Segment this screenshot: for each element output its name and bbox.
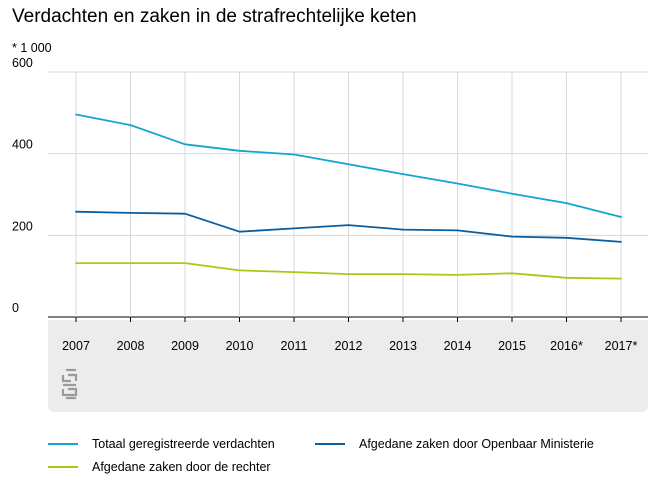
legend-swatch-openbaar-ministerie bbox=[315, 443, 345, 445]
legend-label-openbaar-ministerie: Afgedane zaken door Openbaar Ministerie bbox=[359, 437, 594, 451]
x-tick-label-4: 2011 bbox=[281, 339, 308, 353]
y-tick-label-0: 0 bbox=[12, 301, 19, 315]
legend-swatch-verdachten bbox=[48, 443, 78, 445]
x-tick-label-8: 2015 bbox=[498, 339, 526, 353]
y-tick-label-200: 200 bbox=[12, 219, 33, 233]
y-tick-label-600: 600 bbox=[12, 56, 33, 70]
x-tick-label-9: 2016* bbox=[550, 339, 583, 353]
x-tick-label-2: 2009 bbox=[171, 339, 199, 353]
y-tick-labels: 0 200 400 600 bbox=[12, 56, 33, 315]
x-tick-label-7: 2014 bbox=[444, 339, 472, 353]
legend-swatch-rechter bbox=[48, 466, 78, 468]
y-unit-label: * 1 000 bbox=[12, 41, 52, 55]
series-line-0 bbox=[75, 113, 622, 218]
chart-title: Verdachten en zaken in de strafrechtelij… bbox=[12, 6, 417, 27]
x-tick-label-1: 2008 bbox=[117, 339, 145, 353]
x-tick-label-0: 2007 bbox=[62, 339, 90, 353]
cbs-logo bbox=[61, 368, 78, 400]
legend-item-verdachten: Totaal geregistreerde verdachten bbox=[48, 437, 275, 451]
x-tick-label-3: 2010 bbox=[226, 339, 254, 353]
series-line-1 bbox=[75, 210, 622, 243]
x-tick-label-10: 2017* bbox=[605, 339, 638, 353]
legend-label-rechter: Afgedane zaken door de rechter bbox=[92, 460, 271, 474]
legend-label-verdachten: Totaal geregistreerde verdachten bbox=[92, 437, 275, 451]
x-tick-labels: 2007 2008 2009 2010 2011 2012 2013 2014 2015 2016… bbox=[62, 339, 637, 353]
x-tick-label-5: 2012 bbox=[335, 339, 363, 353]
legend-item-openbaar-ministerie: Afgedane zaken door Openbaar Ministerie bbox=[315, 437, 594, 451]
x-axis-band bbox=[48, 320, 648, 412]
x-tick-label-6: 2013 bbox=[389, 339, 417, 353]
y-tick-label-400: 400 bbox=[12, 138, 33, 152]
legend-item-rechter: Afgedane zaken door de rechter bbox=[48, 460, 271, 474]
series-line-2 bbox=[75, 262, 622, 280]
series-lines bbox=[75, 113, 622, 280]
grid-lines bbox=[48, 71, 648, 322]
